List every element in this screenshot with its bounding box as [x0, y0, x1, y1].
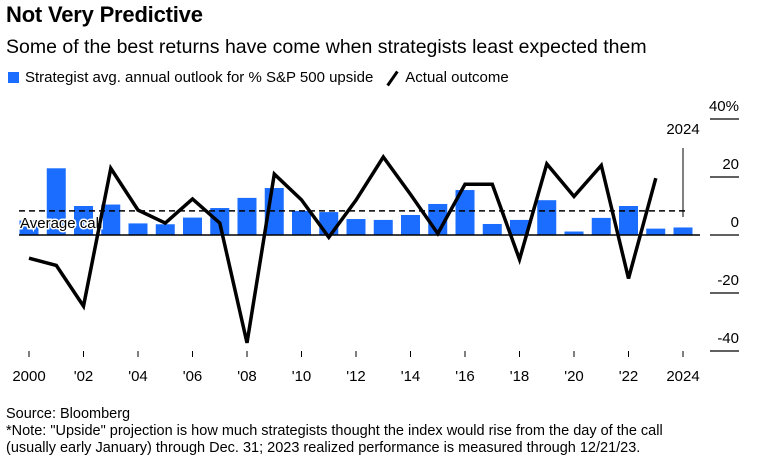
note-line-1: *Note: "Upside" projection is how much s… [6, 423, 663, 439]
x-tick-label: '18 [510, 368, 530, 385]
bar-2013 [373, 219, 393, 235]
bar-2024 [673, 227, 693, 235]
bar-2008 [237, 197, 257, 235]
y-tick-label: 0 [731, 214, 739, 231]
x-tick-label: '08 [237, 368, 257, 385]
actual-outcome-line [28, 153, 658, 344]
y-tick-label: -20 [717, 272, 739, 289]
x-tick-label: '14 [401, 368, 421, 385]
x-tick-label: '20 [564, 368, 584, 385]
bar-2006 [183, 217, 202, 235]
chart-title: Not Very Predictive [6, 2, 203, 27]
bar-2018 [510, 219, 529, 235]
bar-2003 [101, 204, 121, 235]
bar-2004 [128, 223, 148, 235]
bar-2011 [319, 212, 339, 235]
note-line-2: (usually early January) through Dec. 31;… [6, 440, 641, 456]
source-text: Source: Bloomberg [6, 406, 131, 422]
x-axis: 2000 '02 '04 '06 '08 '10 '12 '14 '16 '18 '20 '22 202… [12, 351, 700, 385]
bars-group [19, 168, 693, 235]
chart-area: Average call 2024 40% 20 0 -20 -40 2000 '02 '0… [12, 98, 739, 385]
x-tick-label: '16 [455, 368, 475, 385]
x-tick-label: '02 [74, 368, 94, 385]
bar-2001 [46, 168, 66, 235]
legend-bar-swatch [8, 72, 19, 83]
x-tick-label: '12 [346, 368, 366, 385]
legend-line-label: Actual outcome [405, 69, 509, 86]
bar-2019 [537, 200, 557, 235]
footer: Source: Bloomberg *Note: "Upside" projec… [6, 406, 663, 457]
x-tick-label: 2000 [12, 368, 45, 385]
bar-2020 [564, 231, 584, 235]
bar-2021 [591, 217, 611, 235]
bar-2022 [619, 206, 638, 235]
bar-2002 [74, 206, 93, 235]
bar-2023 [646, 228, 666, 235]
y-tick-label: -40 [717, 330, 739, 347]
bar-2005 [155, 224, 175, 235]
x-tick-label: '06 [183, 368, 203, 385]
legend-bar-label: Strategist avg. annual outlook for % S&P… [25, 69, 374, 86]
x-tick-label: '22 [619, 368, 639, 385]
bar-2012 [346, 219, 366, 235]
y-tick-label: 40% [709, 98, 739, 115]
bar-2014 [401, 214, 420, 235]
bar-2016 [455, 190, 475, 235]
legend: Strategist avg. annual outlook for % S&P… [8, 69, 509, 86]
chart-subtitle: Some of the best returns have come when … [6, 36, 647, 58]
x-tick-label: '04 [128, 368, 148, 385]
y-tick-label: 20 [722, 156, 739, 173]
x-tick-label: 2024 [666, 368, 699, 385]
bar-2000 [19, 220, 39, 235]
annotation-2024-label: 2024 [666, 121, 699, 138]
average-call-label: Average call [20, 215, 102, 232]
x-tick-label: '10 [292, 368, 312, 385]
y-axis: 40% 20 0 -20 -40 [709, 98, 739, 352]
bar-2017 [482, 223, 502, 235]
bar-2010 [292, 210, 311, 235]
